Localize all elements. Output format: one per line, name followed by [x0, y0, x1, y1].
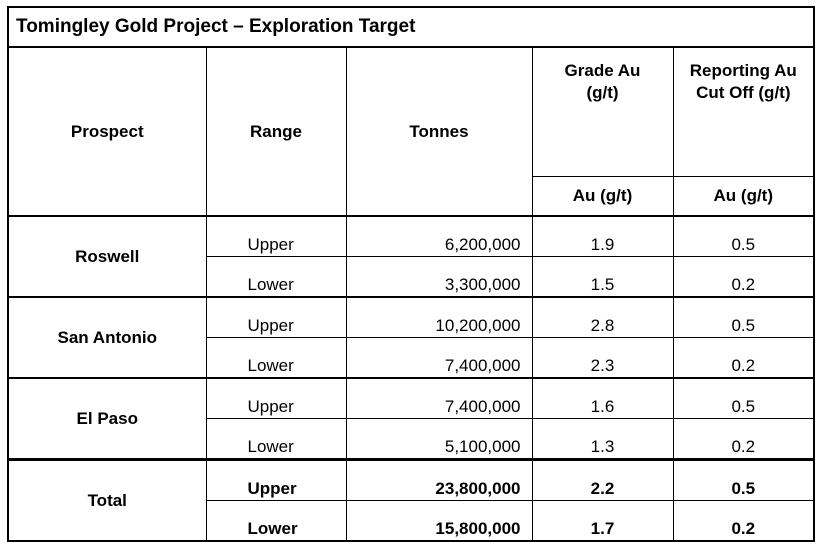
cutoff-cell: 0.5 [672, 296, 816, 338]
header-grade-unit: Au (g/t) [531, 176, 674, 217]
range-cell: Lower [205, 256, 347, 298]
header-grade-label: Grade Au (g/t) [564, 61, 641, 102]
prospect-total-cell: Total [7, 459, 207, 542]
range-total-cell: Lower [205, 500, 347, 542]
cutoff-cell: 0.2 [672, 256, 816, 298]
tonnes-cell: 3,300,000 [345, 256, 533, 298]
header-cutoff-label: Reporting Au Cut Off (g/t) [689, 61, 797, 102]
grade-total-cell: 1.7 [531, 500, 674, 542]
tonnes-total-cell: 23,800,000 [345, 459, 533, 501]
cutoff-cell: 0.5 [672, 377, 816, 419]
header-cutoff: Reporting Au Cut Off (g/t) [672, 46, 816, 177]
prospect-cell: San Antonio [7, 296, 207, 379]
table-title: Tomingley Gold Project – Exploration Tar… [6, 6, 816, 48]
cutoff-cell: 0.5 [672, 215, 816, 257]
tonnes-cell: 6,200,000 [345, 215, 533, 257]
exploration-target-table-wrapper: Tomingley Gold Project – Exploration Tar… [6, 6, 816, 542]
range-total-cell: Upper [205, 459, 347, 501]
grade-cell: 2.3 [531, 337, 674, 379]
grade-cell: 1.3 [531, 418, 674, 461]
header-range: Range [205, 46, 347, 217]
prospect-cell: Roswell [7, 215, 207, 298]
grade-cell: 2.8 [531, 296, 674, 338]
grade-cell: 1.9 [531, 215, 674, 257]
cutoff-cell: 0.2 [672, 418, 816, 461]
exploration-target-table: Tomingley Gold Project – Exploration Tar… [6, 6, 816, 542]
prospect-cell: El Paso [7, 377, 207, 461]
range-cell: Upper [205, 377, 347, 419]
header-tonnes: Tonnes [345, 46, 533, 217]
tonnes-cell: 7,400,000 [345, 337, 533, 379]
header-grade: Grade Au (g/t) [531, 46, 674, 177]
range-cell: Lower [205, 418, 347, 461]
cutoff-total-cell: 0.5 [672, 459, 816, 501]
tonnes-cell: 10,200,000 [345, 296, 533, 338]
header-cutoff-unit: Au (g/t) [672, 176, 816, 217]
grade-cell: 1.6 [531, 377, 674, 419]
tonnes-cell: 5,100,000 [345, 418, 533, 461]
cutoff-cell: 0.2 [672, 337, 816, 379]
grade-cell: 1.5 [531, 256, 674, 298]
cutoff-total-cell: 0.2 [672, 500, 816, 542]
tonnes-cell: 7,400,000 [345, 377, 533, 419]
header-prospect: Prospect [7, 46, 207, 217]
grade-total-cell: 2.2 [531, 459, 674, 501]
range-cell: Upper [205, 215, 347, 257]
range-cell: Lower [205, 337, 347, 379]
tonnes-total-cell: 15,800,000 [345, 500, 533, 542]
range-cell: Upper [205, 296, 347, 338]
